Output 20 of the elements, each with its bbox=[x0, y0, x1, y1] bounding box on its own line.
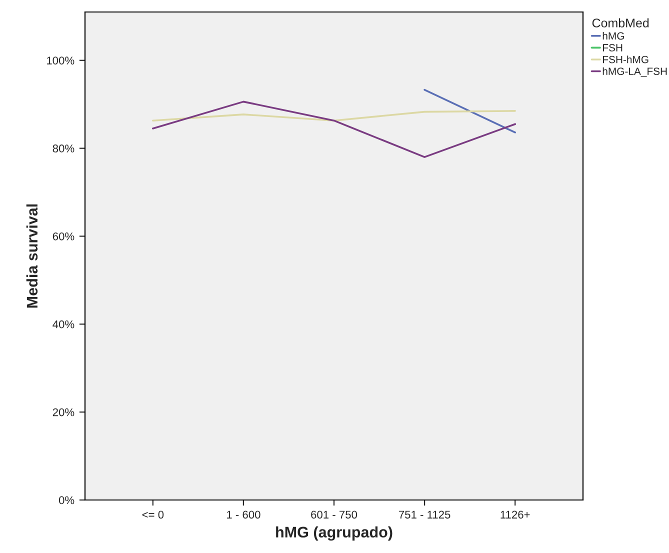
x-axis-title: hMG (agrupado) bbox=[276, 526, 392, 541]
legend-label: hMG-LA_FSH bbox=[602, 67, 667, 77]
y-tick-label: 60% bbox=[52, 232, 74, 240]
y-tick-label: 0% bbox=[58, 496, 74, 504]
x-tick-label: 601 - 750 bbox=[311, 510, 358, 519]
x-tick-label: 1 - 600 bbox=[227, 510, 260, 519]
x-tick-label: <= 0 bbox=[142, 510, 164, 519]
y-axis-title: Media survival bbox=[26, 204, 38, 308]
x-tick-label: 751 - 1125 bbox=[398, 510, 450, 519]
y-tick-label: 20% bbox=[52, 408, 74, 416]
y-tick-label: 100% bbox=[47, 56, 74, 64]
legend-label: FSH-hMG bbox=[603, 56, 648, 64]
legend-label: FSH bbox=[603, 44, 622, 52]
legend-title: CombMed bbox=[592, 18, 649, 28]
line-series bbox=[152, 110, 516, 122]
line-series bbox=[152, 100, 516, 158]
x-tick-label: 1126+ bbox=[500, 510, 530, 519]
y-tick-label: 80% bbox=[52, 144, 74, 152]
y-tick-label: 40% bbox=[52, 320, 74, 328]
legend-label: hMG bbox=[602, 32, 624, 40]
